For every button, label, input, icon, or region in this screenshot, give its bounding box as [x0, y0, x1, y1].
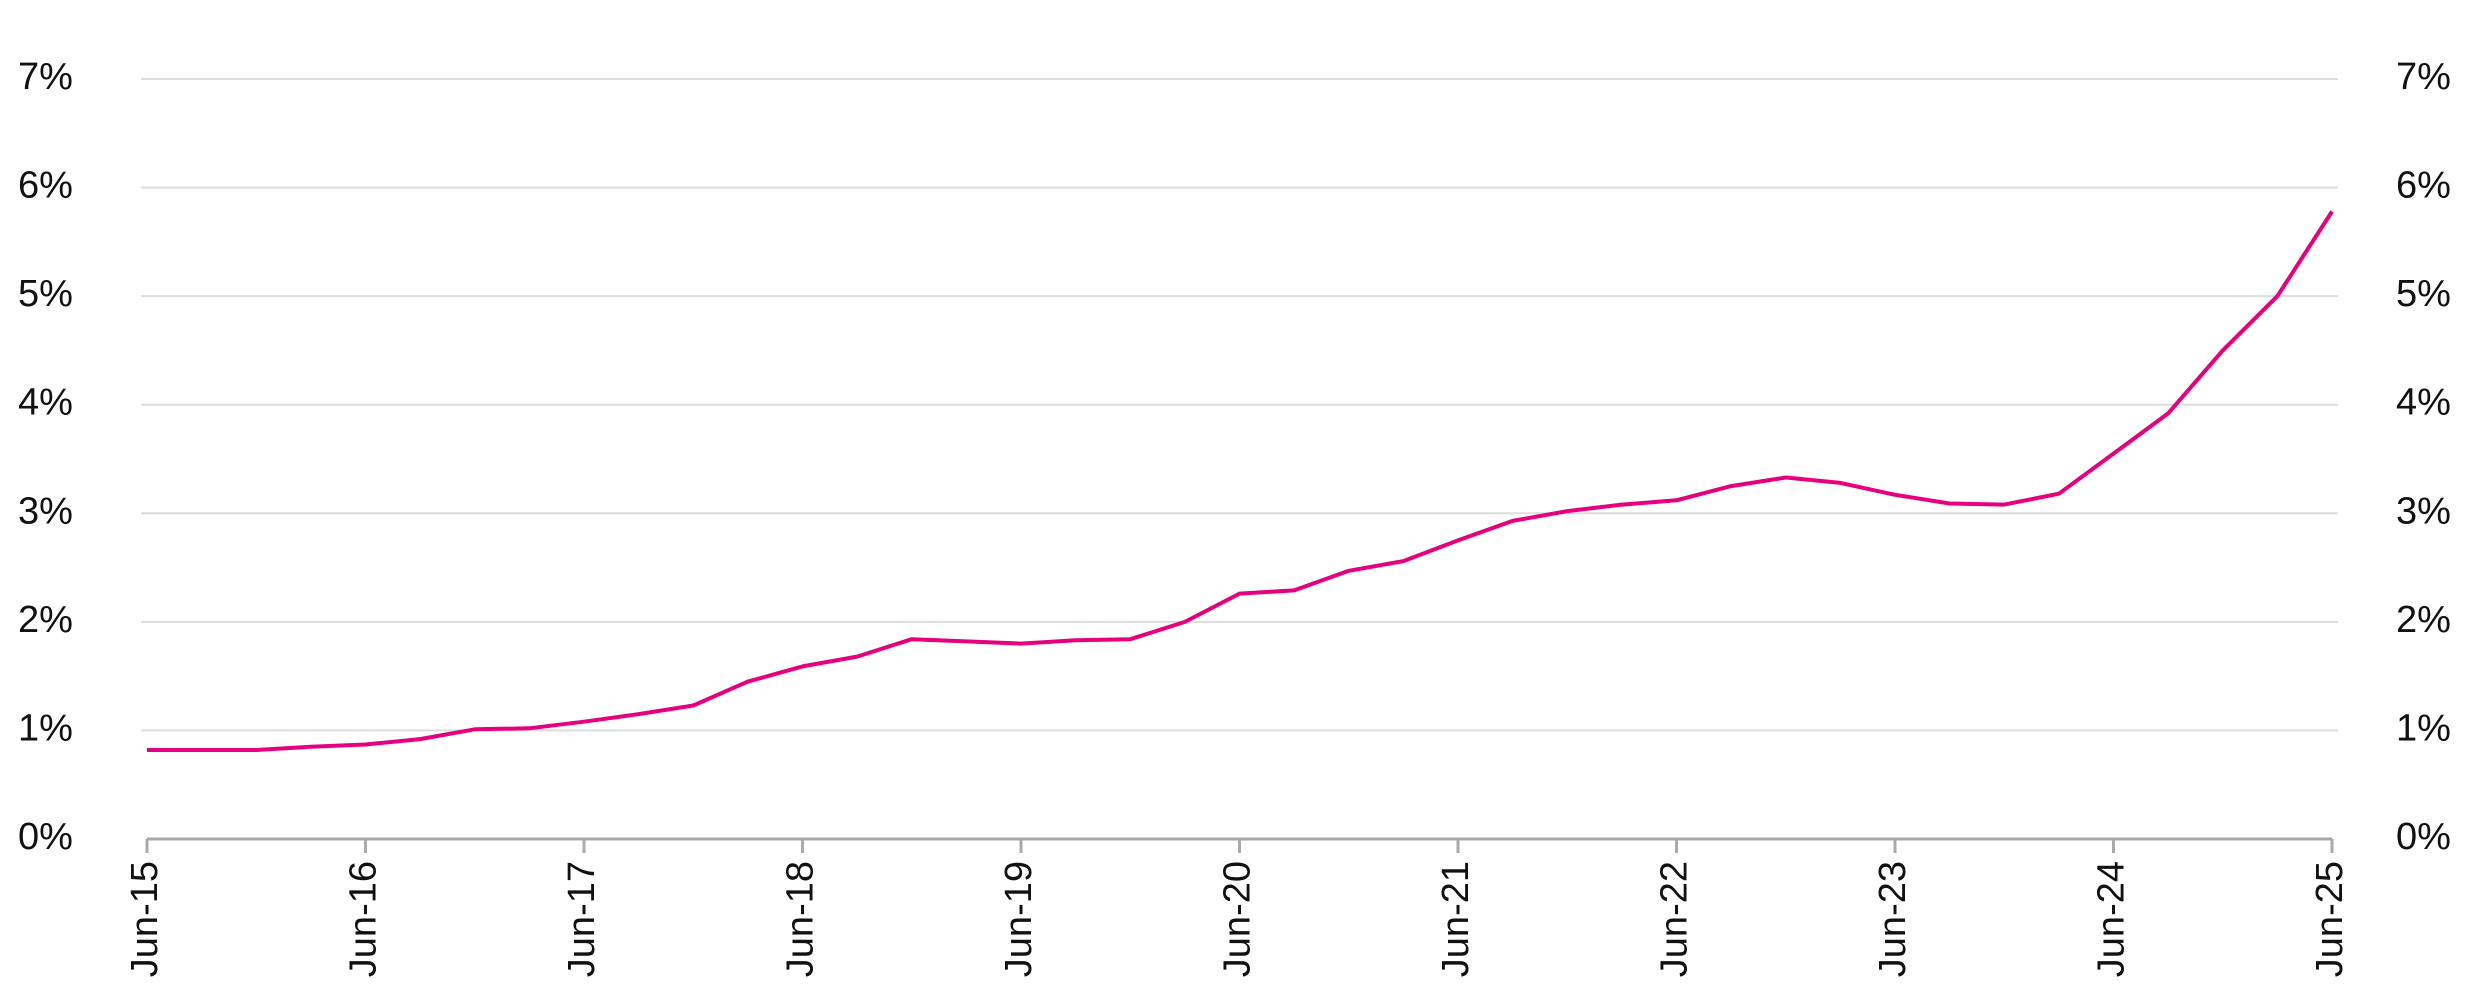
y2-tick-label: 3% [2396, 490, 2451, 532]
x-tick-label: Jun-18 [780, 861, 822, 977]
y2-tick-label: 5% [2396, 273, 2451, 315]
y-tick-label: 7% [18, 56, 73, 98]
y2-tick-label: 1% [2396, 707, 2451, 749]
y-tick-label: 1% [18, 707, 73, 749]
y2-tick-label: 7% [2396, 56, 2451, 98]
x-tick-label: Jun-17 [561, 861, 603, 977]
y-tick-label: 5% [18, 273, 73, 315]
x-tick-label: Jun-23 [1872, 861, 1914, 977]
x-tick-label: Jun-21 [1435, 861, 1477, 977]
y2-tick-label: 0% [2396, 816, 2451, 858]
y2-tick-label: 2% [2396, 599, 2451, 641]
y-tick-label: 6% [18, 165, 73, 207]
x-tick-label: Jun-22 [1654, 861, 1696, 977]
x-tick-label: Jun-15 [124, 861, 166, 977]
y2-tick-label: 6% [2396, 165, 2451, 207]
y-tick-label: 0% [18, 816, 73, 858]
y2-tick-label: 4% [2396, 382, 2451, 424]
x-tick-label: Jun-16 [343, 861, 385, 977]
x-tick-label: Jun-19 [998, 861, 1040, 977]
x-tick-label: Jun-25 [2309, 861, 2351, 977]
x-tick-label: Jun-20 [1217, 861, 1259, 977]
x-tick-label: Jun-24 [2091, 861, 2133, 977]
y-tick-label: 4% [18, 382, 73, 424]
y-tick-label: 3% [18, 490, 73, 532]
y-tick-label: 2% [18, 599, 73, 641]
data-line [147, 210, 2334, 752]
